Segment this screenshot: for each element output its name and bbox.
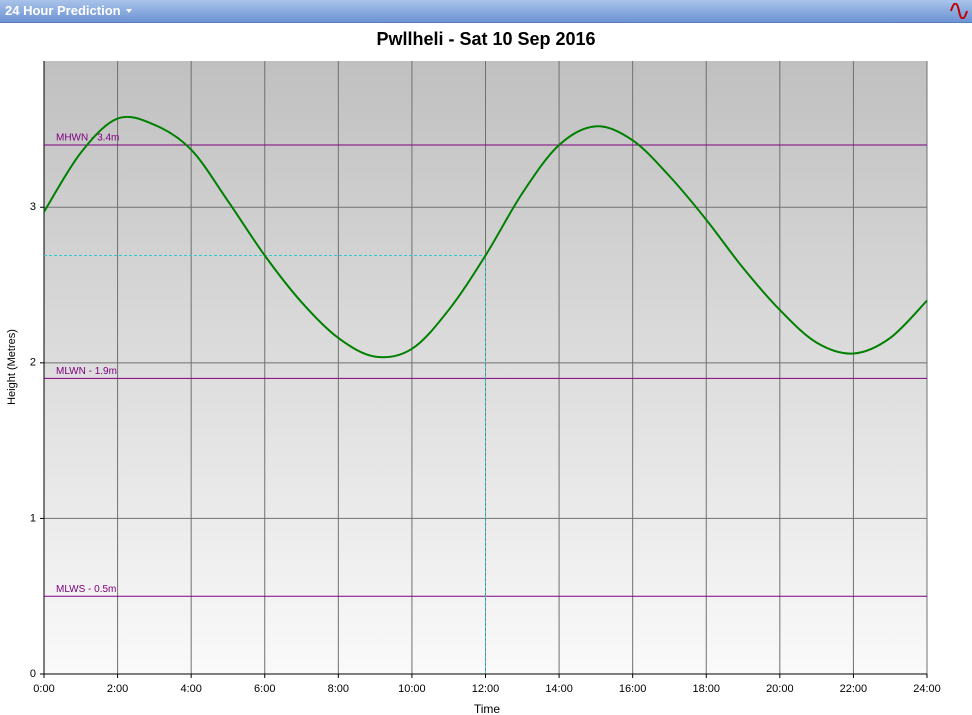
x-tick-label: 2:00: [107, 683, 128, 695]
panel-header: 24 Hour Prediction: [0, 0, 972, 23]
x-tick-label: 22:00: [840, 683, 868, 695]
chart-title: Pwllheli - Sat 10 Sep 2016: [376, 29, 595, 49]
reference-label: MHWN - 3.4m: [56, 133, 119, 144]
x-tick-label: 4:00: [180, 683, 201, 695]
x-tick-label: 20:00: [766, 683, 794, 695]
x-axis-label: Time: [474, 702, 501, 715]
panel-title[interactable]: 24 Hour Prediction: [5, 3, 121, 18]
chart: Pwllheli - Sat 10 Sep 2016 Time Height (…: [6, 29, 941, 715]
x-tick-label: 16:00: [619, 683, 647, 695]
x-tick-label: 0:00: [33, 683, 54, 695]
y-tick-label: 3: [30, 201, 36, 213]
y-axis-label: Height (Metres): [6, 329, 18, 405]
y-tick-label: 1: [30, 512, 36, 524]
x-tick-label: 12:00: [472, 683, 500, 695]
x-tick-label: 18:00: [692, 683, 720, 695]
x-tick-label: 8:00: [328, 683, 349, 695]
y-tick-label: 0: [30, 668, 36, 680]
y-tick-label: 2: [30, 357, 36, 369]
x-tick-label: 6:00: [254, 683, 275, 695]
reference-label: MLWS - 0.5m: [56, 584, 116, 595]
x-tick-label: 24:00: [913, 683, 941, 695]
wave-icon[interactable]: [950, 3, 968, 19]
dropdown-caret[interactable]: [126, 9, 132, 13]
reference-label: MLWN - 1.9m: [56, 366, 117, 377]
x-tick-label: 10:00: [398, 683, 426, 695]
x-tick-label: 14:00: [545, 683, 573, 695]
tide-line: [43, 115, 928, 359]
